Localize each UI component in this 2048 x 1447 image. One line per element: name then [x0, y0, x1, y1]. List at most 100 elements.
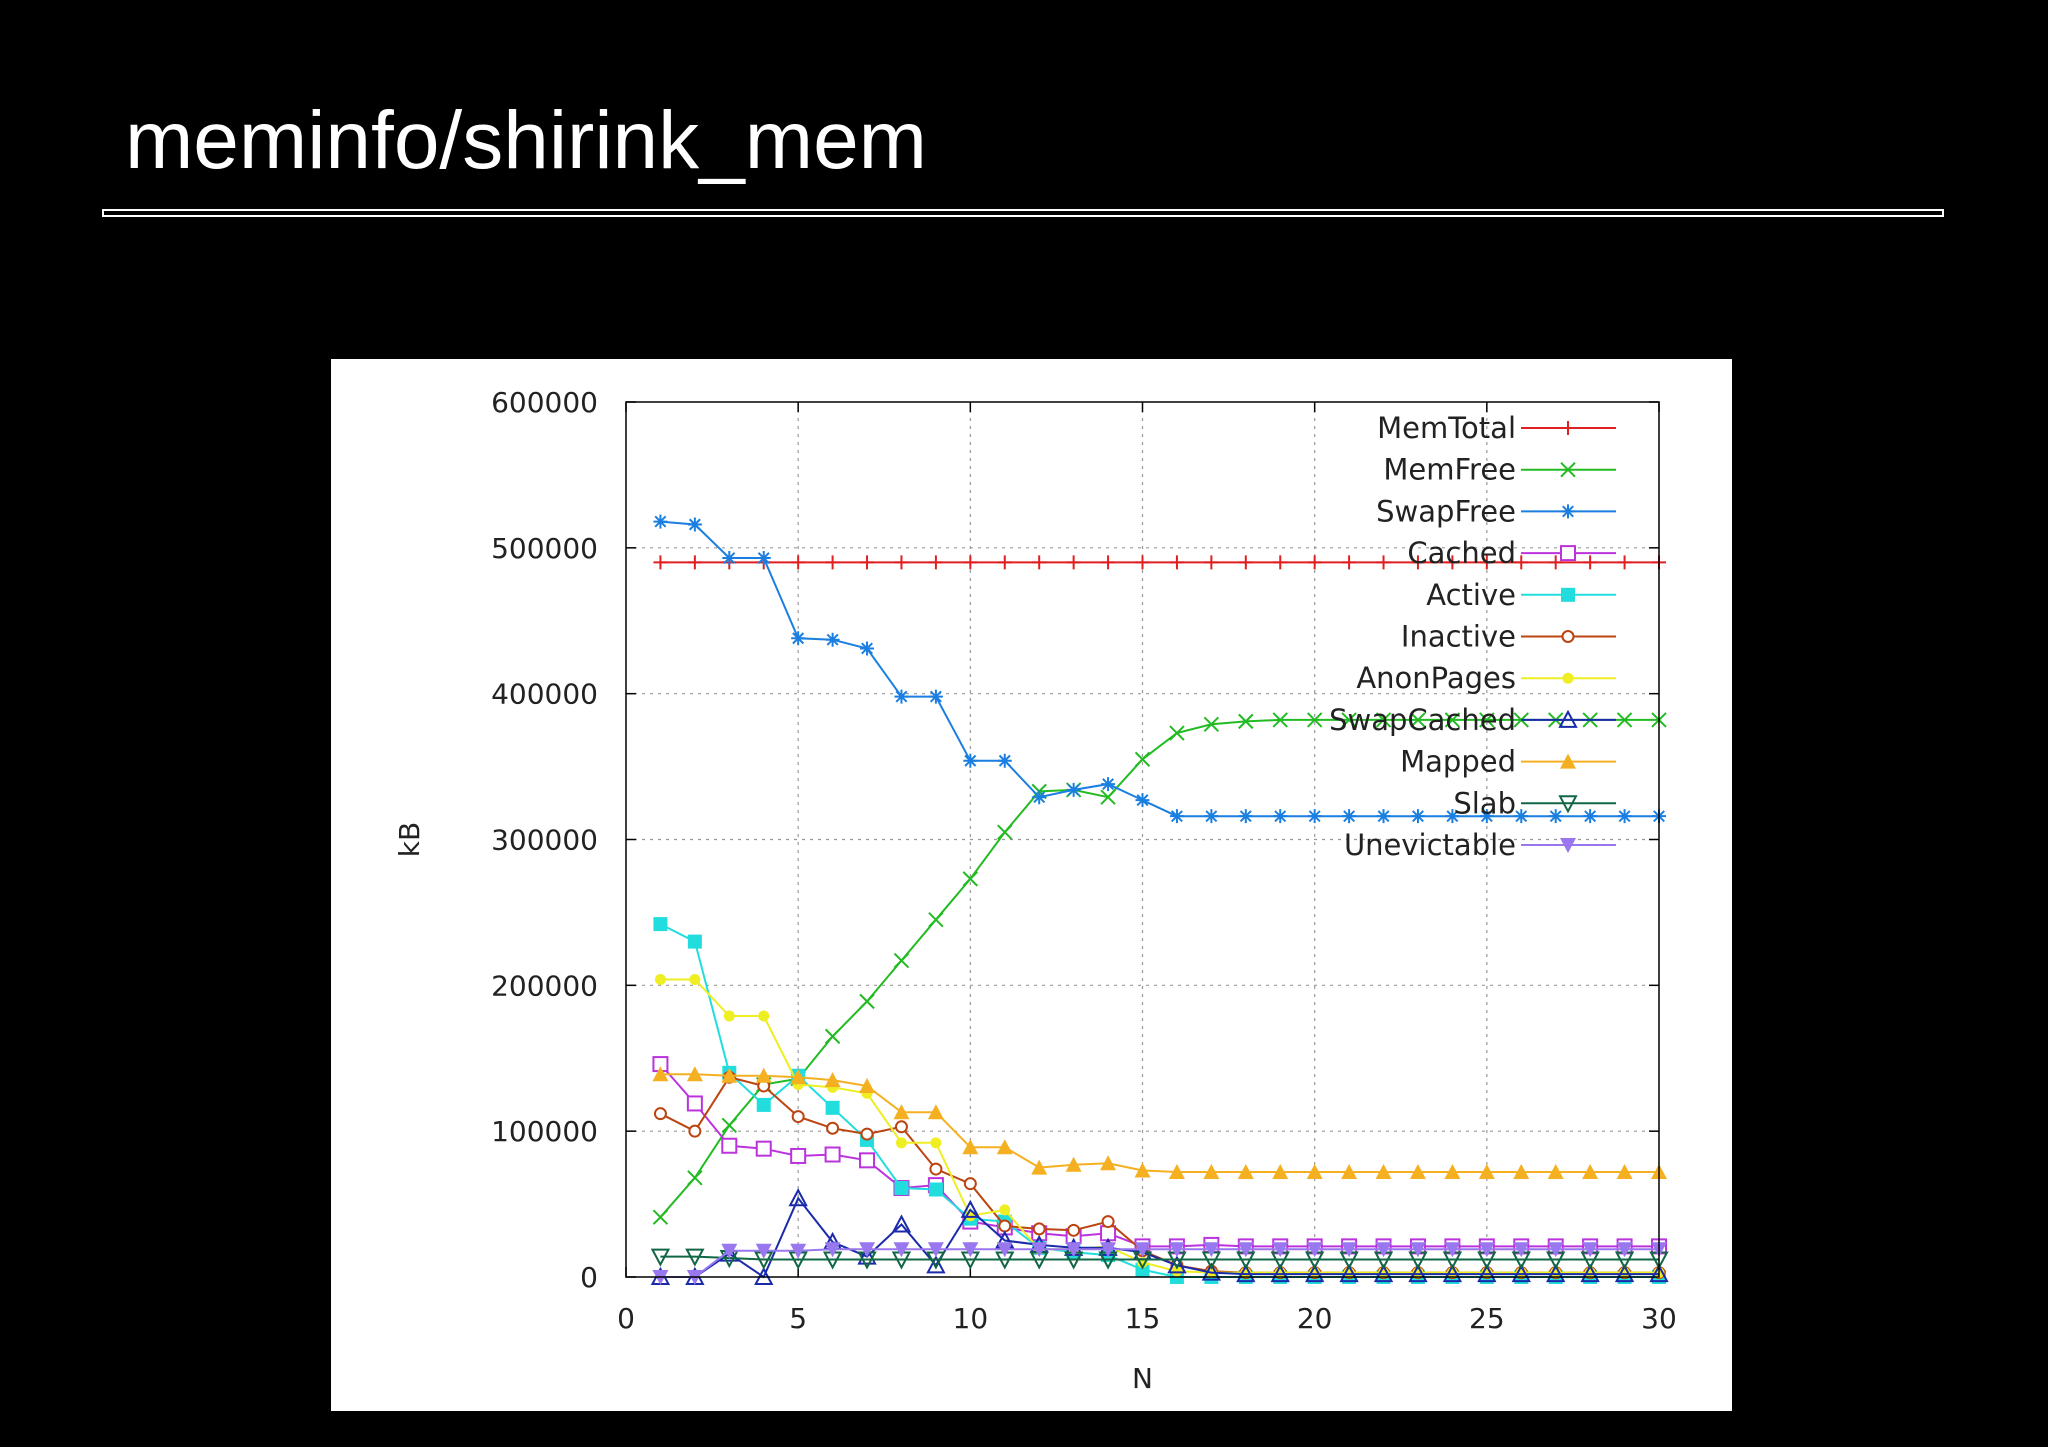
- data-point-memtotal: [1617, 555, 1632, 570]
- legend-label: SwapFree: [1376, 494, 1516, 528]
- data-point-mapped: [1513, 1164, 1530, 1179]
- series-line-active: [659, 923, 1659, 1278]
- data-point-memtotal: [1032, 555, 1047, 570]
- data-point-active: [825, 1100, 840, 1115]
- series-swapcached: [650, 1188, 1669, 1285]
- data-point-swapfree: [687, 517, 702, 532]
- legend-entry-slab: Slab: [1453, 786, 1616, 820]
- legend-label: Active: [1426, 578, 1516, 612]
- data-point-unevictable: [962, 1242, 979, 1258]
- data-point-memfree: [721, 1117, 738, 1134]
- data-point-memfree: [1203, 716, 1220, 732]
- data-point-unevictable: [1237, 1242, 1254, 1258]
- data-point-unevictable: [1203, 1242, 1220, 1258]
- data-point-mapped: [824, 1072, 841, 1088]
- data-point-memfree: [1238, 713, 1254, 730]
- data-point-memtotal: [894, 555, 909, 570]
- data-point-unevictable: [1582, 1242, 1599, 1258]
- data-point-memtotal: [1273, 555, 1288, 570]
- data-point-mapped: [1065, 1156, 1082, 1172]
- data-point-unevictable: [893, 1242, 910, 1258]
- data-point-swapfree: [1032, 790, 1047, 805]
- series-line-slab: [660, 1255, 1659, 1261]
- data-point-mapped: [927, 1104, 944, 1120]
- data-point-slab: [650, 1248, 671, 1267]
- slide-title: meminfo/shirink_mem: [125, 95, 927, 186]
- data-point-unevictable: [1272, 1242, 1289, 1258]
- y-tick-label: 500000: [491, 532, 598, 565]
- data-point-swapfree: [997, 753, 1012, 768]
- y-axis-label: kB: [393, 822, 426, 857]
- data-point-mapped: [1444, 1164, 1461, 1179]
- data-point-unevictable: [1031, 1242, 1048, 1258]
- data-point-anonpages: [654, 974, 666, 985]
- data-point-swapcached: [1339, 1263, 1359, 1283]
- data-point-unevictable: [1478, 1242, 1495, 1258]
- data-point-slab: [685, 1248, 705, 1267]
- data-point-swapcached: [788, 1188, 808, 1207]
- data-point-memfree: [962, 871, 979, 887]
- legend-label: Inactive: [1401, 620, 1516, 654]
- data-point-mapped: [1375, 1164, 1392, 1179]
- data-point-memfree: [859, 993, 875, 1010]
- data-point-memtotal: [1135, 555, 1150, 570]
- data-point-memfree: [1375, 712, 1392, 728]
- data-point-mapped: [686, 1066, 703, 1082]
- data-point-memfree: [687, 1170, 703, 1186]
- legend-marker: [1561, 630, 1575, 643]
- data-point-swapcached: [1236, 1263, 1256, 1283]
- data-point-swapcached: [1614, 1263, 1635, 1283]
- data-point-memtotal: [1376, 555, 1391, 570]
- legend-marker: [1561, 587, 1575, 602]
- data-point-swapfree: [1514, 809, 1529, 824]
- data-point-memtotal: [1307, 555, 1322, 570]
- data-point-anonpages: [1171, 1265, 1183, 1277]
- data-point-swapfree: [1307, 809, 1322, 824]
- data-point-anonpages: [930, 1137, 942, 1149]
- data-point-swapfree: [1342, 809, 1357, 824]
- data-point-unevictable: [1065, 1242, 1082, 1258]
- data-point-mapped: [1237, 1164, 1254, 1179]
- data-point-swapcached: [1408, 1263, 1428, 1283]
- data-point-memtotal: [1101, 555, 1116, 570]
- legend-entry-active: Active: [1426, 578, 1616, 612]
- data-point-memfree: [1306, 712, 1323, 728]
- data-point-mapped: [1203, 1164, 1220, 1179]
- y-tick-label: 400000: [491, 678, 598, 711]
- data-point-mapped: [1616, 1164, 1633, 1179]
- legend-marker: [1562, 672, 1574, 684]
- data-point-memtotal: [1514, 555, 1529, 570]
- legend-marker: [1558, 709, 1578, 728]
- data-point-swapcached: [1305, 1263, 1325, 1283]
- data-point-mapped: [1341, 1164, 1358, 1179]
- series-line-anonpages: [660, 978, 1659, 1274]
- series-active: [653, 917, 1666, 1284]
- data-point-mapped: [755, 1067, 772, 1083]
- data-point-mapped: [721, 1067, 738, 1083]
- data-point-memfree: [1616, 712, 1633, 728]
- data-point-swapfree: [722, 551, 737, 566]
- x-axis-label: N: [1132, 1362, 1153, 1395]
- series-line-cached: [659, 1063, 1659, 1248]
- data-point-memtotal: [1479, 555, 1494, 570]
- data-point-mapped: [1582, 1164, 1599, 1179]
- x-tick-label: 0: [617, 1302, 635, 1335]
- data-point-unevictable: [1306, 1242, 1323, 1258]
- data-point-cached: [824, 1146, 841, 1163]
- chart-panel: 0 100000 200000 300000 400000 500000 600000 0 5 1…: [331, 359, 1732, 1411]
- data-point-swapfree: [1204, 809, 1219, 824]
- data-point-cached: [790, 1147, 807, 1164]
- data-point-mapped: [652, 1066, 669, 1082]
- data-point-inactive: [1067, 1223, 1081, 1237]
- series-line-unevictable: [660, 1248, 1659, 1278]
- data-point-swapfree: [825, 632, 840, 647]
- data-point-swapfree: [963, 753, 978, 768]
- data-point-cached: [859, 1152, 876, 1169]
- data-point-active: [653, 917, 668, 932]
- data-point-inactive: [929, 1162, 943, 1176]
- data-point-mapped: [1031, 1159, 1048, 1175]
- data-point-memtotal: [963, 555, 978, 570]
- legend-marker: [1560, 753, 1576, 769]
- legend-label: AnonPages: [1356, 661, 1516, 695]
- data-point-unevictable: [1513, 1242, 1530, 1258]
